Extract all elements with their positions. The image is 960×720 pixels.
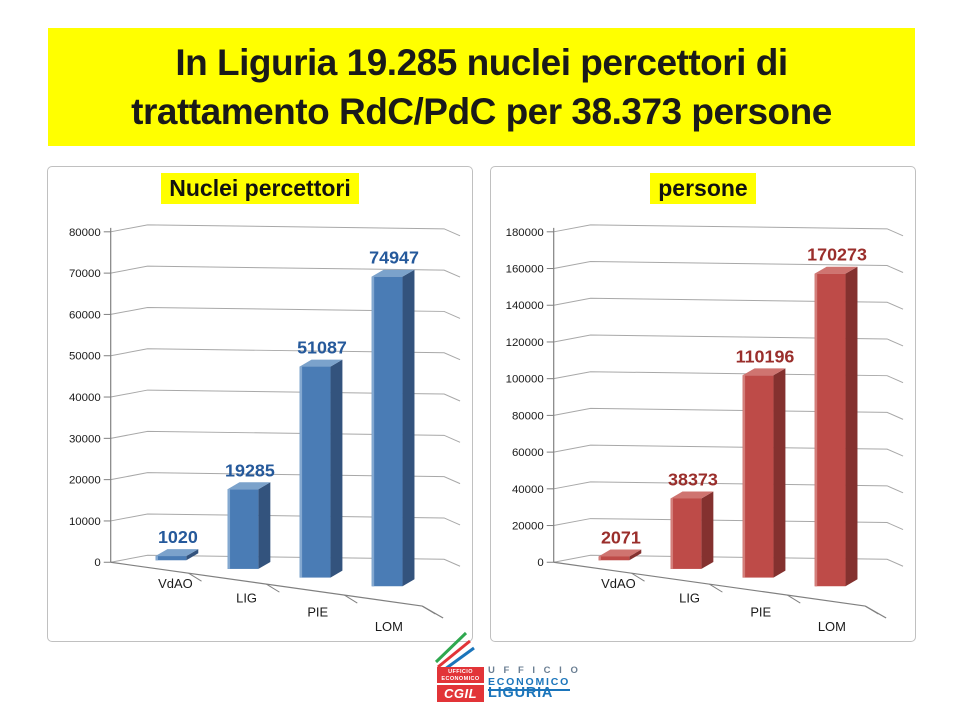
bar-chart-nuclei-percettori: 0 10000 20000 30000 40000 50000 60000 70000 8000… xyxy=(69,224,461,634)
svg-text:50000: 50000 xyxy=(69,351,101,363)
svg-text:80000: 80000 xyxy=(69,227,101,239)
chart-title-row: Nuclei percettori xyxy=(48,173,472,204)
svg-text:0: 0 xyxy=(94,557,100,569)
svg-text:38373: 38373 xyxy=(668,470,718,490)
bar-chart-persone: 0 20000 40000 60000 80000 100000 120000 140000 1… xyxy=(506,224,904,634)
chart-title-persone: persone xyxy=(650,173,756,204)
svg-text:19285: 19285 xyxy=(225,460,275,480)
logo-box-line2: ECONOMICO xyxy=(441,675,480,682)
cgil-liguria-logo: UFFICIO ECONOMICO U F F I C I O ECONOMIC… xyxy=(430,630,590,708)
slide-title-line1: In Liguria 19.285 nuclei percettori di xyxy=(175,42,788,83)
svg-text:LOM: LOM xyxy=(818,619,846,634)
svg-text:60000: 60000 xyxy=(69,309,101,321)
slide-title-banner: In Liguria 19.285 nuclei percettori di t… xyxy=(48,28,915,146)
svg-text:VdAO: VdAO xyxy=(601,576,635,591)
svg-text:120000: 120000 xyxy=(506,337,544,349)
logo-ufficio-economico-box: UFFICIO ECONOMICO xyxy=(437,667,484,683)
logo-liguria-text: LIGURIA xyxy=(488,685,554,701)
svg-text:20000: 20000 xyxy=(512,521,544,533)
svg-text:170273: 170273 xyxy=(807,245,867,265)
logo-cgil-badge: CGIL xyxy=(437,685,484,702)
svg-text:LIG: LIG xyxy=(236,590,257,605)
logo-wordmark-economico: ECONOMICO xyxy=(488,676,571,691)
svg-text:PIE: PIE xyxy=(750,605,771,620)
svg-text:LIG: LIG xyxy=(679,590,700,605)
svg-text:PIE: PIE xyxy=(307,605,328,620)
svg-text:110196: 110196 xyxy=(736,346,795,366)
svg-text:51087: 51087 xyxy=(297,338,347,358)
svg-text:20000: 20000 xyxy=(69,475,101,487)
svg-text:2071: 2071 xyxy=(601,528,641,548)
svg-text:40000: 40000 xyxy=(512,484,544,496)
chart-title-nuclei-percettori: Nuclei percettori xyxy=(161,173,359,204)
svg-text:70000: 70000 xyxy=(69,268,101,280)
svg-text:60000: 60000 xyxy=(512,447,544,459)
chart-persone: persone 0 20000 40000 60000 80000 100000 12000… xyxy=(490,166,916,642)
chart-title-row: persone xyxy=(491,173,915,204)
svg-text:100000: 100000 xyxy=(506,374,544,386)
svg-text:10000: 10000 xyxy=(69,516,101,528)
svg-text:LOM: LOM xyxy=(375,619,403,634)
svg-text:30000: 30000 xyxy=(69,433,101,445)
svg-text:74947: 74947 xyxy=(369,248,419,268)
svg-text:80000: 80000 xyxy=(512,410,544,422)
logo-box-line1: UFFICIO xyxy=(448,669,473,675)
svg-text:1020: 1020 xyxy=(158,527,198,547)
logo-wordmark-ufficio: U F F I C I O xyxy=(488,665,581,676)
svg-text:VdAO: VdAO xyxy=(158,576,192,591)
svg-text:160000: 160000 xyxy=(506,264,544,276)
logo-wordmark: U F F I C I O ECONOMICO xyxy=(488,665,581,691)
svg-text:140000: 140000 xyxy=(506,300,544,312)
slide-title-line2: trattamento RdC/PdC per 38.373 persone xyxy=(131,91,832,132)
chart-nuclei-percettori: Nuclei percettori 0 10000 20000 30000 40000 5… xyxy=(47,166,473,642)
svg-text:180000: 180000 xyxy=(506,227,544,239)
svg-text:0: 0 xyxy=(537,557,543,569)
svg-text:40000: 40000 xyxy=(69,392,101,404)
